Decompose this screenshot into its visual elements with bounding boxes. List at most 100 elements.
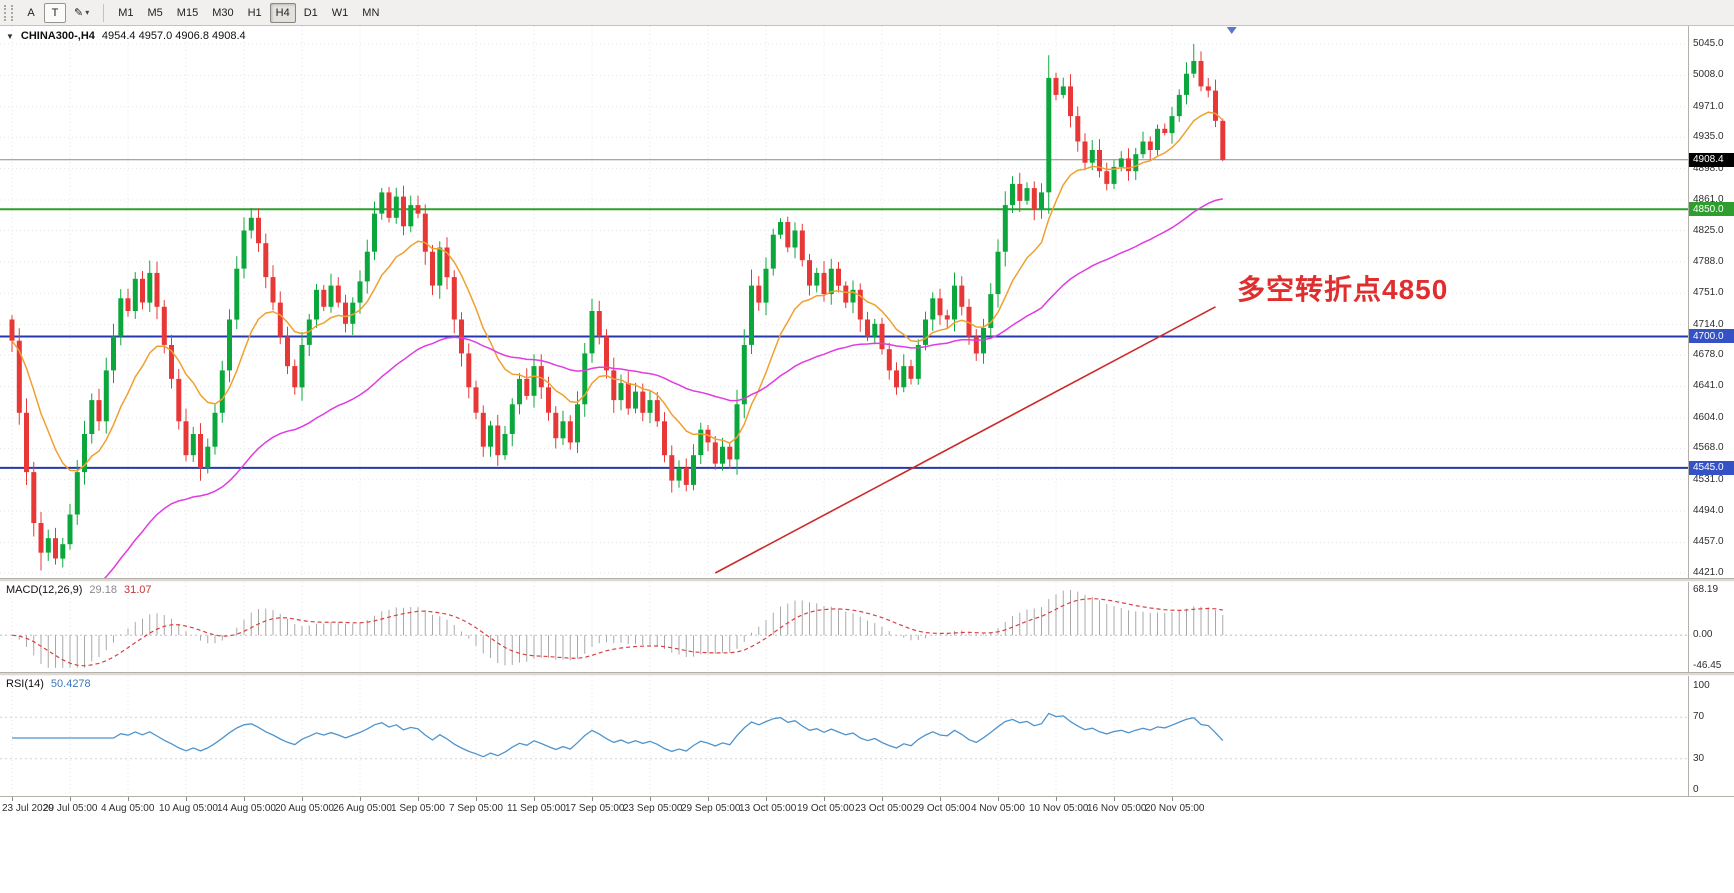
time-axis-label: 17 Sep 05:00 (565, 803, 625, 814)
timeframe-button-m30[interactable]: M30 (206, 3, 239, 23)
price-tick-label: 4788.0 (1693, 255, 1724, 267)
time-axis-label: 29 Oct 05:00 (913, 803, 971, 814)
price-tick-label: 4568.0 (1693, 442, 1724, 454)
chart-shift-marker (1226, 27, 1237, 34)
price-tick-label: 4421.0 (1693, 567, 1724, 578)
time-axis-label: 4 Nov 05:00 (971, 803, 1025, 814)
time-tick (882, 797, 883, 801)
rsi-header: RSI(14) 50.4278 (6, 678, 91, 690)
price-tag-4850.0: 4850.0 (1689, 202, 1734, 217)
time-axis-border (0, 796, 1734, 797)
timeframe-button-m5[interactable]: M5 (142, 3, 169, 23)
timeframe-button-h4[interactable]: H4 (269, 2, 296, 23)
time-axis-label: 16 Nov 05:00 (1087, 803, 1147, 814)
timeframe-button-h1[interactable]: H1 (242, 3, 268, 23)
price-tick-label: 4898.0 (1693, 162, 1724, 174)
time-axis-label: 19 Oct 05:00 (797, 803, 855, 814)
price-tag-4908.4: 4908.4 (1689, 152, 1734, 167)
rsi-tick-label: 70 (1693, 711, 1705, 723)
timeframe-button-mn[interactable]: MN (356, 3, 385, 23)
time-tick (70, 797, 71, 801)
price-tick-label: 4751.0 (1693, 287, 1724, 299)
macd-panel[interactable] (0, 582, 1688, 672)
time-tick (12, 797, 13, 801)
time-tick (186, 797, 187, 801)
time-tick (998, 797, 999, 801)
rsi-tick-label: 30 (1693, 752, 1705, 764)
time-tick (244, 797, 245, 801)
ohlc-values: 4954.4 4957.0 4906.8 4908.4 (101, 30, 246, 42)
time-axis-label: 1 Sep 05:00 (391, 803, 445, 814)
macd-signal-value: 31.07 (123, 584, 152, 596)
time-tick (360, 797, 361, 801)
time-axis-label: 20 Aug 05:00 (275, 803, 334, 814)
rsi-tick-label: 100 (1693, 680, 1710, 691)
time-tick (1114, 797, 1115, 801)
time-axis-label: 4 Aug 05:00 (101, 803, 155, 814)
macd-label: MACD(12,26,9) (6, 584, 83, 596)
symbol-dropdown-icon: ▼ (6, 32, 14, 41)
timeframe-toolbar: M1 M5 M15 M30 H1 H4 D1 W1 MN (111, 2, 386, 23)
rsi-tick-label: 0 (1693, 784, 1699, 795)
chart-window: ▼ CHINA300-,H4 4954.4 4957.0 4906.8 4908… (0, 26, 1734, 893)
time-axis-label: 29 Sep 05:00 (681, 803, 741, 814)
timeframe-button-m15[interactable]: M15 (171, 3, 204, 23)
price-tick-label: 4935.0 (1693, 131, 1724, 143)
chart-header[interactable]: ▼ CHINA300-,H4 4954.4 4957.0 4906.8 4908… (6, 30, 246, 42)
time-axis-label: 10 Nov 05:00 (1029, 803, 1089, 814)
time-axis-label: 23 Oct 05:00 (855, 803, 913, 814)
timeframe-button-d1[interactable]: D1 (298, 3, 324, 23)
macd-main-value: 29.18 (89, 584, 117, 596)
text-tool-button[interactable]: T (44, 2, 66, 23)
timeframe-button-w1[interactable]: W1 (326, 3, 355, 23)
panel-separator[interactable] (0, 672, 1734, 676)
rsi-value: 50.4278 (50, 678, 91, 690)
price-tick-label: 4531.0 (1693, 473, 1724, 485)
macd-tick-label: 0.00 (1693, 629, 1713, 641)
panel-separator[interactable] (0, 578, 1734, 582)
price-tick-label: 4641.0 (1693, 380, 1724, 392)
time-tick (418, 797, 419, 801)
timeframe-button-m1[interactable]: M1 (112, 3, 139, 23)
time-axis-label: 13 Oct 05:00 (739, 803, 797, 814)
rsi-panel[interactable] (0, 676, 1688, 796)
time-tick (534, 797, 535, 801)
price-axis-border (1688, 26, 1689, 796)
time-tick (128, 797, 129, 801)
price-tick-label: 4494.0 (1693, 505, 1724, 517)
toolbar-grip-handle[interactable] (4, 4, 13, 21)
time-tick (1172, 797, 1173, 801)
price-tag-4700.0: 4700.0 (1689, 329, 1734, 344)
time-tick (592, 797, 593, 801)
time-axis-label: 7 Sep 05:00 (449, 803, 503, 814)
time-tick (476, 797, 477, 801)
time-axis-label: 23 Jul 2020 (2, 803, 54, 814)
time-axis-label: 26 Aug 05:00 (333, 803, 392, 814)
time-axis-label: 10 Aug 05:00 (159, 803, 218, 814)
toolbar-separator (103, 3, 105, 22)
time-axis-label: 20 Nov 05:00 (1145, 803, 1205, 814)
price-tick-label: 4971.0 (1693, 100, 1724, 112)
time-axis-label: 29 Jul 05:00 (43, 803, 98, 814)
arrow-text-tool-button[interactable]: A (20, 3, 42, 23)
macd-tick-label: 68.19 (1693, 584, 1719, 595)
time-tick (302, 797, 303, 801)
time-tick (940, 797, 941, 801)
price-tick-label: 4861.0 (1693, 193, 1724, 205)
draw-tool-button[interactable]: ✎ ▾ (68, 3, 95, 23)
macd-tick-label: -46.45 (1693, 660, 1722, 671)
chart-annotation-text: 多空转折点4850 (1237, 274, 1449, 305)
price-tag-4545.0: 4545.0 (1689, 460, 1734, 475)
time-tick (766, 797, 767, 801)
main-chart[interactable] (0, 26, 1688, 578)
price-tick-label: 5045.0 (1693, 38, 1724, 49)
time-axis-label: 11 Sep 05:00 (507, 803, 566, 814)
time-tick (1056, 797, 1057, 801)
time-axis-label: 23 Sep 05:00 (623, 803, 683, 814)
price-tick-label: 4457.0 (1693, 536, 1724, 548)
price-tick-label: 5008.0 (1693, 69, 1724, 81)
pencil-icon: ✎ (74, 7, 84, 19)
price-tick-label: 4825.0 (1693, 224, 1724, 236)
caret-down-icon: ▾ (85, 8, 90, 17)
price-tick-label: 4604.0 (1693, 411, 1724, 423)
